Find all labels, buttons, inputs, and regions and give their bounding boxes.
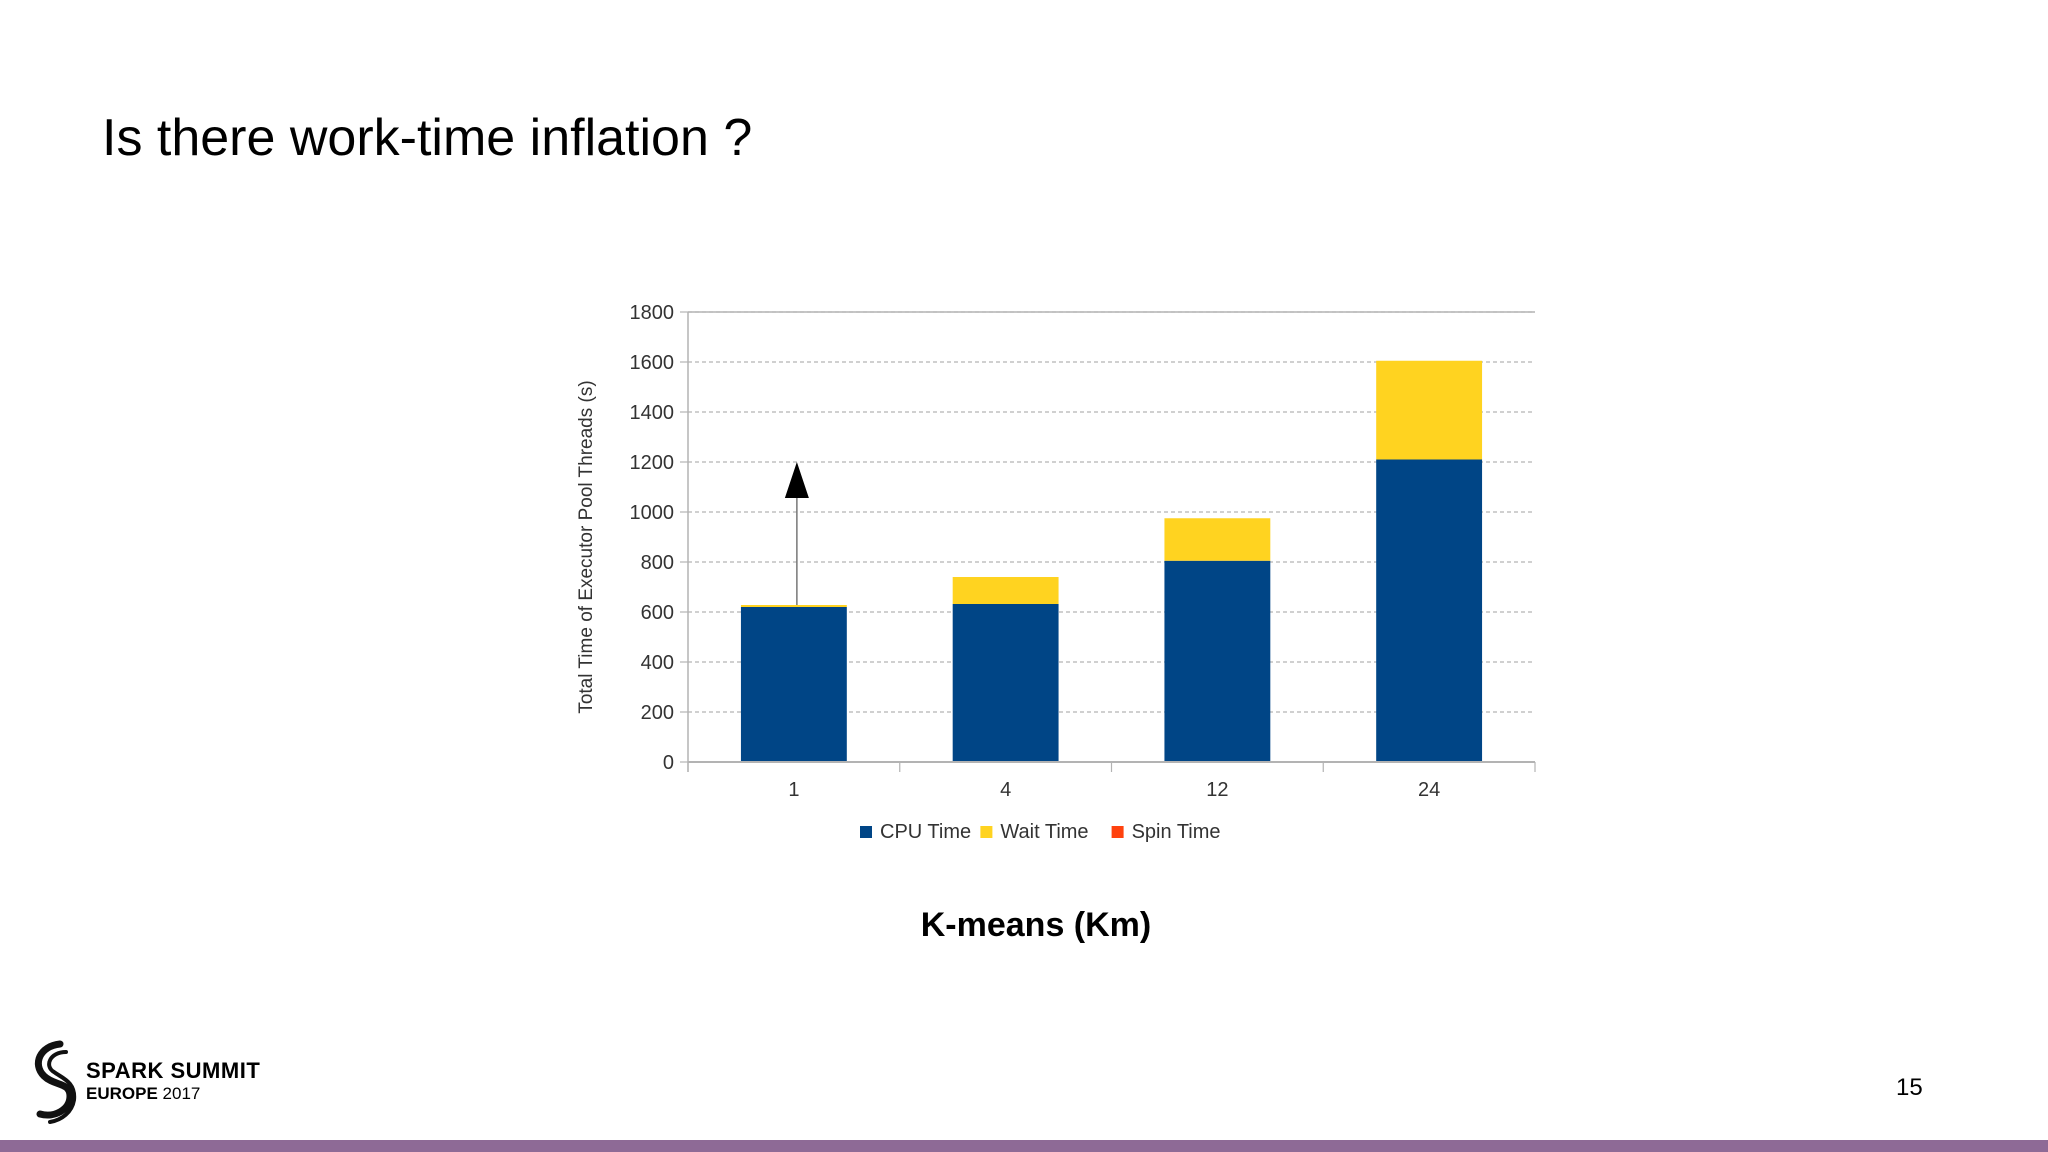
- stacked-bar-chart: 0 200 400 600 800 1000 1200 1400 1600 1800 1 4 12 24 T…: [576, 302, 1536, 843]
- x-tick-label: 12: [1206, 779, 1228, 801]
- page-number: 15: [1896, 1074, 1923, 1101]
- legend-label-spin-time: Spin Time: [1132, 821, 1221, 843]
- axes: [680, 311, 1536, 772]
- slide-title: Is there work-time inflation ?: [102, 109, 753, 167]
- y-tick-label: 1800: [630, 302, 675, 324]
- spark-summit-logo: SPARK SUMMIT EUROPE 2017: [26, 1038, 276, 1128]
- spark-summit-swirl-icon: [35, 1040, 77, 1124]
- logo-line2: EUROPE 2017: [86, 1085, 260, 1102]
- bar-cpu-time: [740, 607, 847, 762]
- annotations: [784, 462, 809, 605]
- y-tick-label: 800: [641, 552, 674, 574]
- legend-swatch-spin-time: [1111, 826, 1124, 838]
- bar-wait-time: [1164, 518, 1271, 561]
- y-tick-label: 600: [641, 602, 674, 624]
- x-tick-label: 24: [1418, 779, 1440, 801]
- chart-container: 0 200 400 600 800 1000 1200 1400 1600 1800 1 4 12 24 T…: [560, 290, 1550, 870]
- y-tick-label: 200: [641, 702, 674, 724]
- bar-cpu-time: [1376, 459, 1483, 762]
- y-tick-label: 1200: [630, 452, 675, 474]
- tick-labels: 0 200 400 600 800 1000 1200 1400 1600 1800 1 4 12 24 T…: [576, 302, 1440, 801]
- legend-label-wait-time: Wait Time: [1000, 821, 1088, 843]
- bar-wait-time: [952, 577, 1059, 604]
- chart-subtitle: K-means (Km): [920, 906, 1152, 944]
- y-axis-title: Total Time of Executor Pool Threads (s): [576, 380, 597, 713]
- y-tick-label: 1400: [630, 402, 675, 424]
- logo-line2-prefix: EUROPE: [86, 1084, 158, 1103]
- bar-cpu-time: [952, 604, 1059, 762]
- legend: CPU Time Wait Time Spin Time: [860, 821, 1221, 843]
- bar-wait-time: [740, 605, 847, 607]
- legend-swatch-cpu-time: [860, 826, 872, 838]
- x-tick-label: 4: [1000, 779, 1011, 801]
- bottom-accent-bar: [0, 1140, 2048, 1152]
- logo-line1: SPARK SUMMIT: [86, 1058, 261, 1083]
- legend-label-cpu-time: CPU Time: [880, 821, 971, 843]
- bars: [740, 360, 1483, 762]
- y-tick-label: 400: [641, 652, 674, 674]
- x-tick-label: 1: [788, 779, 799, 801]
- y-tick-label: 1600: [630, 352, 675, 374]
- bar-wait-time: [1376, 360, 1483, 460]
- logo-year: 2017: [162, 1084, 201, 1103]
- legend-swatch-wait-time: [980, 826, 993, 838]
- annotation-arrow-head: [784, 462, 809, 498]
- y-tick-label: 0: [663, 752, 674, 774]
- y-tick-label: 1000: [630, 502, 675, 524]
- bar-cpu-time: [1164, 560, 1271, 762]
